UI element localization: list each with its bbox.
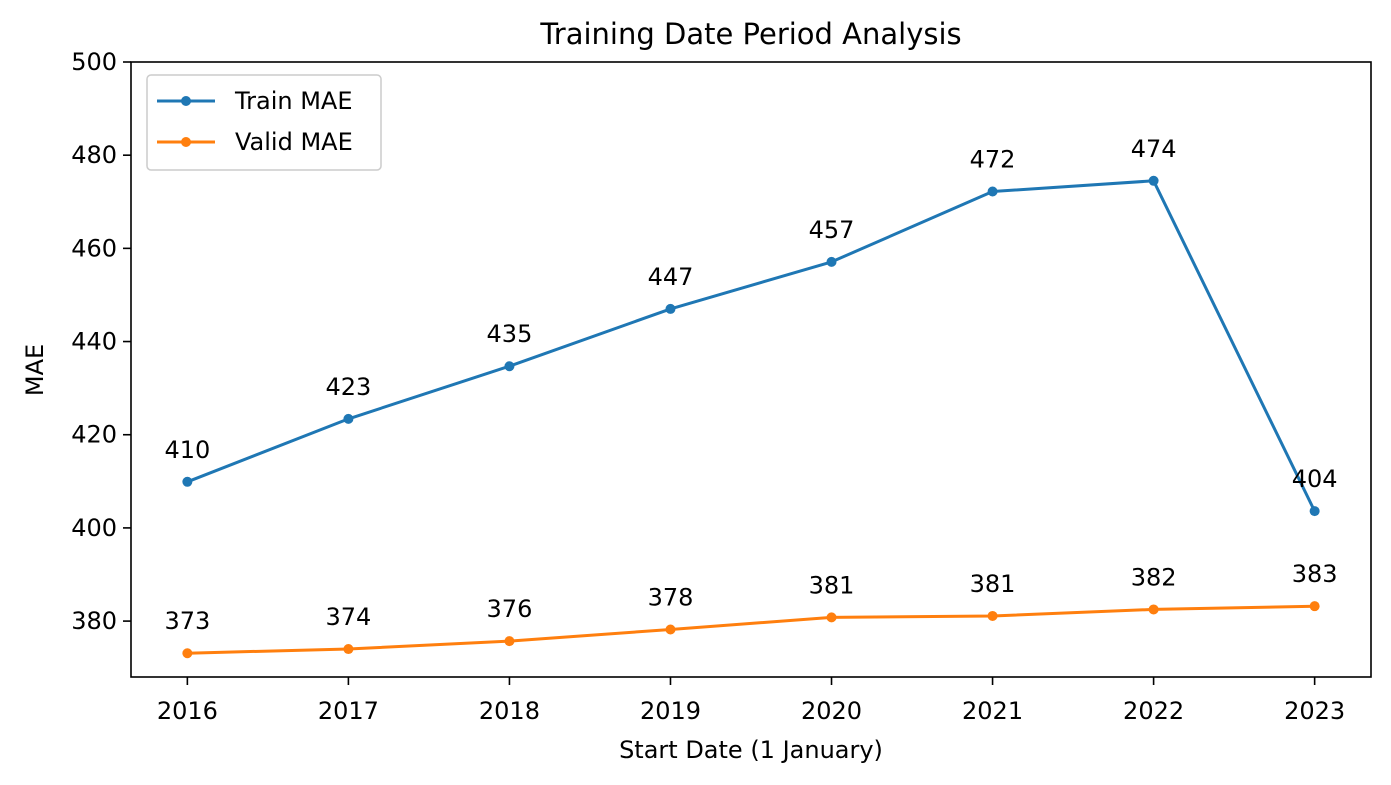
y-tick-label: 480 [71, 141, 117, 169]
y-tick-label: 500 [71, 48, 117, 76]
train-mae-data-label: 447 [648, 263, 694, 291]
valid-mae-point [1148, 604, 1159, 615]
x-tick-label: 2023 [1284, 697, 1345, 725]
train-mae-data-label: 404 [1292, 465, 1338, 493]
train-mae-point [665, 303, 676, 314]
legend-valid-mae-label: Valid MAE [235, 128, 353, 156]
train-mae-point [504, 361, 515, 372]
x-tick-label: 2018 [479, 697, 540, 725]
train-mae-data-label: 435 [487, 320, 533, 348]
legend: Train MAE Valid MAE [146, 74, 382, 171]
valid-mae-data-label: 378 [648, 583, 694, 611]
train-mae-line [186, 179, 1316, 512]
x-tick-label: 2017 [318, 697, 379, 725]
valid-mae-data-label: 383 [1292, 560, 1338, 588]
train-mae-data-label: 410 [164, 436, 210, 464]
valid-mae-data-label: 376 [487, 595, 533, 623]
train-mae-data-label: 423 [325, 373, 371, 401]
y-tick-label: 400 [71, 514, 117, 542]
valid-mae-point [987, 610, 998, 621]
train-mae-point [1148, 175, 1159, 186]
train-mae-point [182, 476, 193, 487]
legend-valid-mae-marker [181, 137, 191, 147]
x-tick-label: 2020 [801, 697, 862, 725]
valid-mae-point [1309, 601, 1320, 612]
train-mae-data-label: 457 [809, 216, 855, 244]
legend-train-mae-label: Train MAE [234, 87, 353, 115]
train-mae-point [1309, 506, 1320, 517]
train-mae-data-label: 474 [1131, 135, 1177, 163]
valid-mae-line [187, 604, 1315, 655]
valid-mae-data-label: 374 [325, 603, 371, 631]
valid-mae-data-label: 381 [970, 570, 1016, 598]
x-tick-label: 2016 [157, 697, 218, 725]
train-mae-data-label: 472 [970, 146, 1016, 174]
plot-area: 2016 2017 2018 2019 2020 2021 2022 2023 380 400 42… [71, 48, 1345, 725]
x-tick-label: 2019 [640, 697, 701, 725]
legend-train-mae-marker [181, 96, 191, 106]
legend-box [146, 74, 382, 171]
valid-mae-point [826, 612, 837, 623]
x-axis-label: Start Date (1 January) [619, 736, 883, 764]
y-tick-label: 380 [71, 607, 117, 635]
valid-mae-point [182, 648, 193, 659]
train-mae-point [343, 413, 354, 424]
y-axis-label: MAE [21, 344, 49, 396]
valid-mae-data-label: 381 [809, 571, 855, 599]
plot-frame [130, 61, 1372, 678]
y-tick-label: 420 [71, 421, 117, 449]
y-tick-label: 440 [71, 328, 117, 356]
x-tick-label: 2022 [1123, 697, 1184, 725]
valid-mae-point [665, 624, 676, 635]
y-tick-label: 460 [71, 234, 117, 262]
train-mae-point [826, 256, 837, 267]
valid-mae-data-label: 373 [164, 607, 210, 635]
x-tick-label: 2021 [962, 697, 1023, 725]
valid-mae-point [504, 636, 515, 647]
chart-title: Training Date Period Analysis [539, 17, 961, 51]
valid-mae-point [343, 644, 354, 655]
train-mae-point [987, 186, 998, 197]
valid-mae-data-label: 382 [1131, 563, 1177, 591]
